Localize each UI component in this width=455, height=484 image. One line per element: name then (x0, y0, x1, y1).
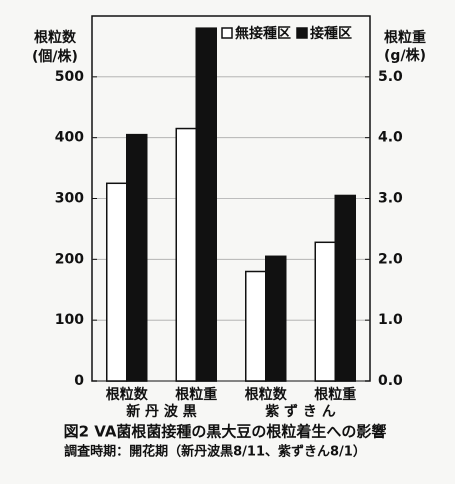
legend-swatch (221, 27, 233, 39)
bar (265, 255, 287, 382)
y-axis-label: (個/株) (32, 48, 78, 65)
bar (126, 133, 148, 382)
bar (175, 127, 197, 382)
y2-tick-label: 3.0 (378, 191, 403, 207)
y-tick-label: 100 (55, 312, 84, 328)
legend-swatch (296, 27, 308, 39)
subcaption: 調査時期：開花期（新丹波黒8/11、紫ずきん8/1） (64, 444, 366, 460)
legend-label: 無接種区 (235, 25, 291, 42)
y2-tick-label: 1.0 (378, 312, 403, 328)
x-tick-label: 根粒数 (245, 386, 288, 403)
y-tick-label: 400 (55, 130, 84, 146)
y2-tick-label: 0.0 (378, 373, 403, 389)
bar (314, 241, 336, 382)
caption: 図2 VA菌根菌接種の黒大豆の根粒着生への影響 (64, 423, 387, 441)
y-tick-label: 300 (55, 191, 84, 207)
y2-tick-label: 5.0 (378, 69, 403, 85)
y-tick-label: 500 (55, 69, 84, 85)
bar (334, 194, 356, 382)
bar (195, 27, 217, 382)
bar (245, 270, 267, 382)
y2-tick-label: 2.0 (378, 251, 403, 267)
x-tick-label: 根粒重 (175, 386, 217, 403)
group-label: 紫 ず き ん (265, 403, 336, 420)
x-tick-label: 根粒数 (106, 386, 149, 403)
y2-axis-label: 根粒重 (384, 29, 426, 46)
y-axis-label: 根粒数 (34, 29, 77, 46)
y2-axis-label: (g/株) (384, 47, 426, 64)
legend-label: 接種区 (310, 25, 352, 42)
y-tick-label: 200 (55, 251, 84, 267)
x-tick-label: 根粒重 (314, 386, 356, 403)
bar (106, 182, 128, 382)
y-tick-label: 0 (74, 373, 84, 389)
y2-tick-label: 4.0 (378, 130, 403, 146)
group-label: 新 丹 波 黒 (126, 403, 197, 420)
